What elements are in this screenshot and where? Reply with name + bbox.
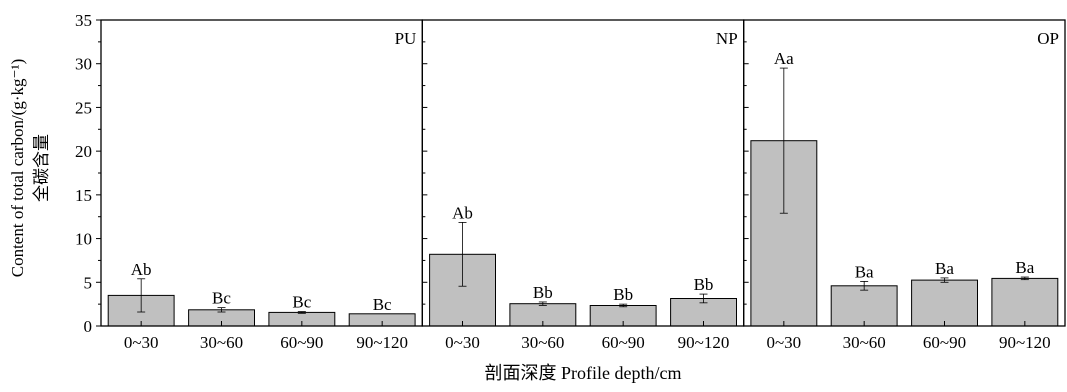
y-axis-label-en: Content of total carbon/(g·kg⁻¹) xyxy=(8,59,27,278)
significance-label: Ab xyxy=(131,260,152,279)
y-tick-label: 25 xyxy=(75,98,92,117)
x-tick-label: 60~90 xyxy=(602,333,645,352)
x-tick-label: 30~60 xyxy=(200,333,243,352)
x-tick-label: 60~90 xyxy=(280,333,323,352)
bar xyxy=(911,279,978,327)
y-axis: 0 5 10 15 20 25 30 35 xyxy=(75,11,101,336)
panel-pu: Ab 0~30 Bc 30~60 Bc 60~90 Bc 90~120 PU xyxy=(100,19,423,352)
y-axis-label-cn: 全碳含量 xyxy=(32,134,51,202)
x-tick-label: 90~120 xyxy=(999,333,1051,352)
x-axis-label: 剖面深度 Profile depth/cm xyxy=(485,363,682,383)
significance-label: Bc xyxy=(292,293,311,312)
panel-name: OP xyxy=(1037,29,1059,48)
x-tick-label: 30~60 xyxy=(521,333,564,352)
significance-label: Ba xyxy=(935,259,954,278)
panel-name: PU xyxy=(395,29,417,48)
bar xyxy=(830,285,898,327)
significance-label: Ab xyxy=(452,203,473,222)
x-tick-label: 90~120 xyxy=(678,333,730,352)
x-tick-label: 0~30 xyxy=(445,333,480,352)
x-tick-label: 0~30 xyxy=(124,333,159,352)
significance-label: Aa xyxy=(774,49,794,68)
panel-frame xyxy=(100,19,423,327)
significance-label: Bc xyxy=(373,295,392,314)
x-tick-label: 0~30 xyxy=(766,333,801,352)
x-tick-label: 60~90 xyxy=(923,333,966,352)
significance-label: Ba xyxy=(1015,258,1034,277)
significance-label: Bb xyxy=(533,283,553,302)
y-tick-label: 35 xyxy=(75,11,92,30)
y-tick-label: 15 xyxy=(75,186,92,205)
x-tick-label: 30~60 xyxy=(843,333,886,352)
y-tick-label: 20 xyxy=(75,142,92,161)
panel-np: Ab 0~30 Bb 30~60 Bb 60~90 Bb 90~120 NP xyxy=(421,19,745,352)
panels-group: Ab 0~30 Bc 30~60 Bc 60~90 Bc 90~120 PU Ab 0~30 Bb 30… xyxy=(100,19,1066,352)
significance-label: Bb xyxy=(613,285,633,304)
bar xyxy=(991,277,1059,327)
significance-label: Ba xyxy=(855,262,874,281)
y-tick-label: 5 xyxy=(84,273,93,292)
significance-label: Bc xyxy=(212,289,231,308)
y-tick-label: 10 xyxy=(75,230,92,249)
panel-name: NP xyxy=(716,29,738,48)
panel-op: Aa 0~30 Ba 30~60 Ba 60~90 Ba 90~120 OP xyxy=(743,19,1066,352)
y-tick-label: 30 xyxy=(75,55,92,74)
y-tick-label: 0 xyxy=(84,317,93,336)
x-tick-label: 90~120 xyxy=(356,333,408,352)
significance-label: Bb xyxy=(694,275,714,294)
